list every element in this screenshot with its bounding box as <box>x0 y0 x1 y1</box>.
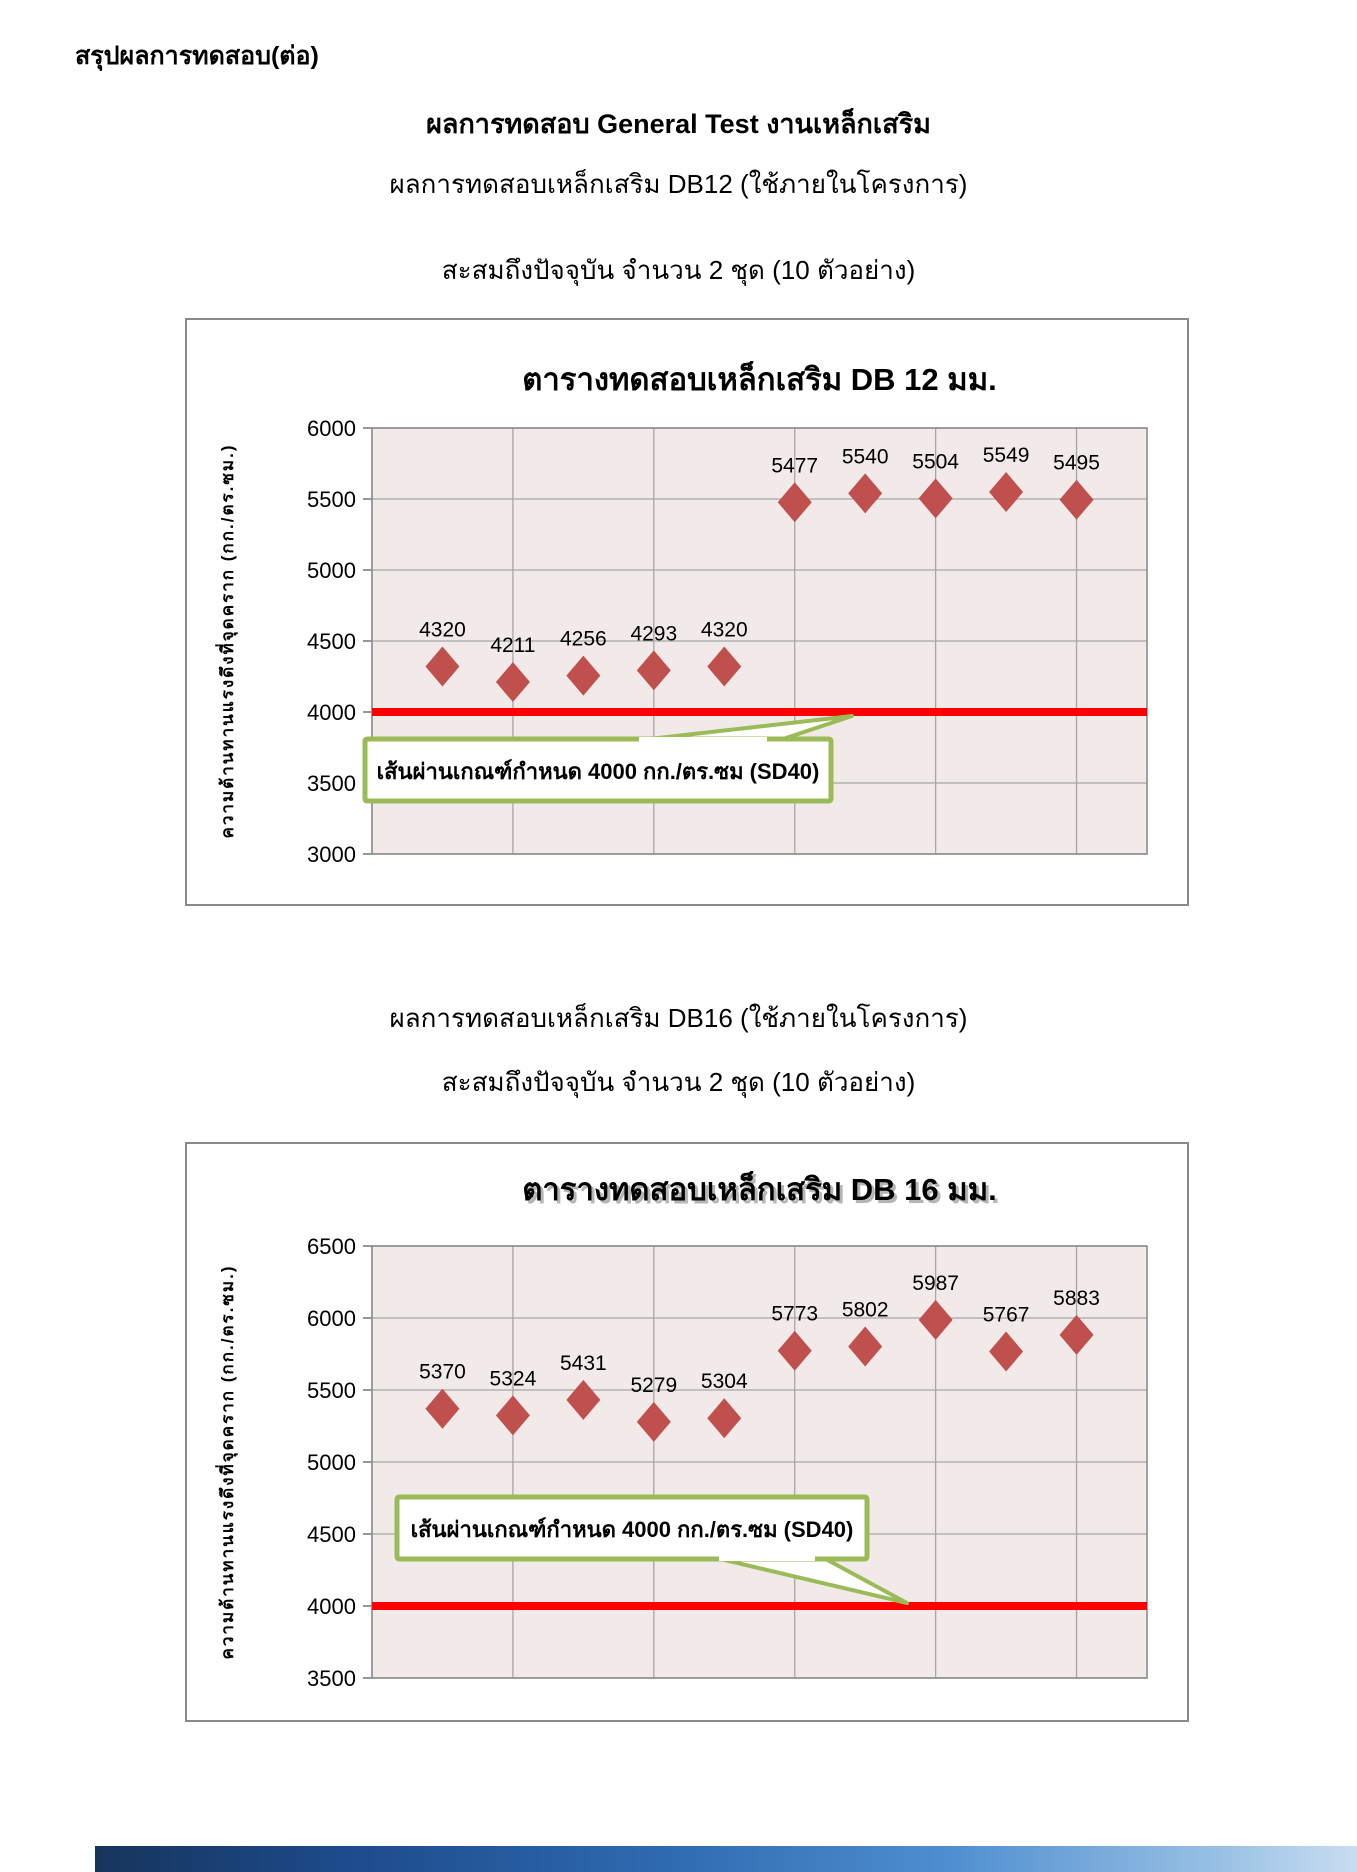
data-point <box>636 1401 671 1442</box>
data-point-label: 5540 <box>842 445 889 468</box>
section1-subtitle: ผลการทดสอบเหล็กเสริม DB12 (ใช้ภายในโครงก… <box>389 169 968 199</box>
page-header: สรุปผลการทดสอบ(ต่อ) <box>75 42 319 70</box>
section2-sample-count: สะสมถึงปัจจุบัน จำนวน 2 ชุด (10 ตัวอย่าง… <box>441 1067 916 1097</box>
y-tick-label: 4000 <box>307 1594 356 1619</box>
data-point <box>1059 1314 1094 1355</box>
y-tick-label: 5000 <box>307 1450 356 1475</box>
y-tick-label: 6000 <box>307 1306 356 1331</box>
data-point <box>566 655 601 696</box>
plot-border <box>371 427 1148 855</box>
data-point <box>566 1379 601 1420</box>
y-tick-label: 6500 <box>307 1234 356 1259</box>
y-tick-label: 3500 <box>307 771 356 796</box>
data-point-label: 5370 <box>419 1361 466 1384</box>
footer-decorative-bar <box>95 1846 1357 1872</box>
y-tick-label: 6000 <box>307 416 356 441</box>
callout-box <box>394 1494 870 1562</box>
data-point <box>918 1299 953 1340</box>
data-point-label: 5279 <box>630 1374 677 1397</box>
plot-border <box>371 1245 1148 1679</box>
y-tick-label: 3000 <box>307 842 356 867</box>
data-point-label: 5549 <box>983 444 1030 467</box>
data-point <box>495 662 530 703</box>
callout-border-eraser <box>719 1553 815 1561</box>
y-tick-label: 4500 <box>307 1522 356 1547</box>
y-axis-title: ความต้านทานแรงดึงที่จุดคราก (กก./ตร.ซม.) <box>215 1265 238 1660</box>
data-point <box>425 646 460 687</box>
data-point-label: 4211 <box>490 634 535 657</box>
callout-border-eraser <box>639 737 767 745</box>
chart-db12-box: 6000 5500 5000 4500 4000 3500 3000 เส้นผ่านเกณฑ… <box>185 318 1189 906</box>
chart-db16-box: 6500 6000 5500 5000 4500 4000 3500 เส้นผ่านเกณฑ… <box>185 1142 1189 1722</box>
data-point <box>918 478 953 519</box>
y-tick-label: 3500 <box>307 1666 356 1691</box>
data-point <box>707 646 742 687</box>
data-point-label: 5431 <box>560 1352 607 1375</box>
data-point <box>777 482 812 523</box>
data-point-label: 5773 <box>771 1303 818 1326</box>
data-point-label: 5504 <box>912 450 959 473</box>
data-point-label: 5802 <box>842 1299 889 1322</box>
y-tick-label: 5500 <box>307 487 356 512</box>
section1-sample-count: สะสมถึงปัจจุบัน จำนวน 2 ชุด (10 ตัวอย่าง… <box>441 255 916 285</box>
chart-title-shadow: ตารางทดสอบเหล็กเสริม DB 16 มม. <box>525 1173 1000 1210</box>
data-point-label: 4256 <box>560 628 607 651</box>
page-title: ผลการทดสอบ General Test งานเหล็กเสริม <box>426 109 931 139</box>
data-point-label: 4320 <box>419 619 466 642</box>
y-axis-title: ความต้านทานแรงดึงที่จุดคราก (กก./ตร.ซม.) <box>215 444 238 839</box>
data-point <box>636 650 671 691</box>
callout-text: เส้นผ่านเกณฑ์กำหนด 4000 กก./ตร.ซม (SD40) <box>411 1517 854 1542</box>
data-point <box>425 1388 460 1429</box>
y-tick-label: 5000 <box>307 558 356 583</box>
data-point <box>495 1395 530 1436</box>
data-point-label: 5767 <box>983 1304 1030 1327</box>
data-point-label: 5477 <box>771 454 818 477</box>
data-point-label: 4320 <box>701 619 748 642</box>
data-point <box>707 1398 742 1439</box>
data-point-label: 5304 <box>701 1370 748 1393</box>
y-tick-label: 4500 <box>307 629 356 654</box>
callout-text: เส้นผ่านเกณฑ์กำหนด 4000 กก./ตร.ซม (SD40) <box>377 759 820 784</box>
data-point <box>848 473 883 514</box>
chart-db16-canvas: 6500 6000 5500 5000 4500 4000 3500 เส้นผ่านเกณฑ… <box>215 1170 1148 1691</box>
data-point <box>989 472 1024 513</box>
data-point <box>777 1330 812 1371</box>
data-point-label: 5324 <box>490 1367 537 1390</box>
chart-title: ตารางทดสอบเหล็กเสริม DB 16 มม. <box>522 1170 997 1207</box>
y-tick-label: 4000 <box>307 700 356 725</box>
data-point-label: 5495 <box>1053 452 1100 475</box>
data-point <box>848 1326 883 1367</box>
chart-title: ตารางทดสอบเหล็กเสริม DB 12 มม. <box>522 360 997 397</box>
data-point-label: 5883 <box>1053 1287 1100 1310</box>
data-point <box>989 1331 1024 1372</box>
data-point-label: 4293 <box>630 622 677 645</box>
y-tick-label: 5500 <box>307 1378 356 1403</box>
data-point <box>1059 479 1094 520</box>
callout-box <box>362 736 834 804</box>
data-point-label: 5987 <box>912 1272 959 1295</box>
section2-subtitle: ผลการทดสอบเหล็กเสริม DB16 (ใช้ภายในโครงก… <box>389 1003 968 1033</box>
chart-db12-canvas: 6000 5500 5000 4500 4000 3500 3000 เส้นผ่านเกณฑ… <box>215 360 1148 867</box>
